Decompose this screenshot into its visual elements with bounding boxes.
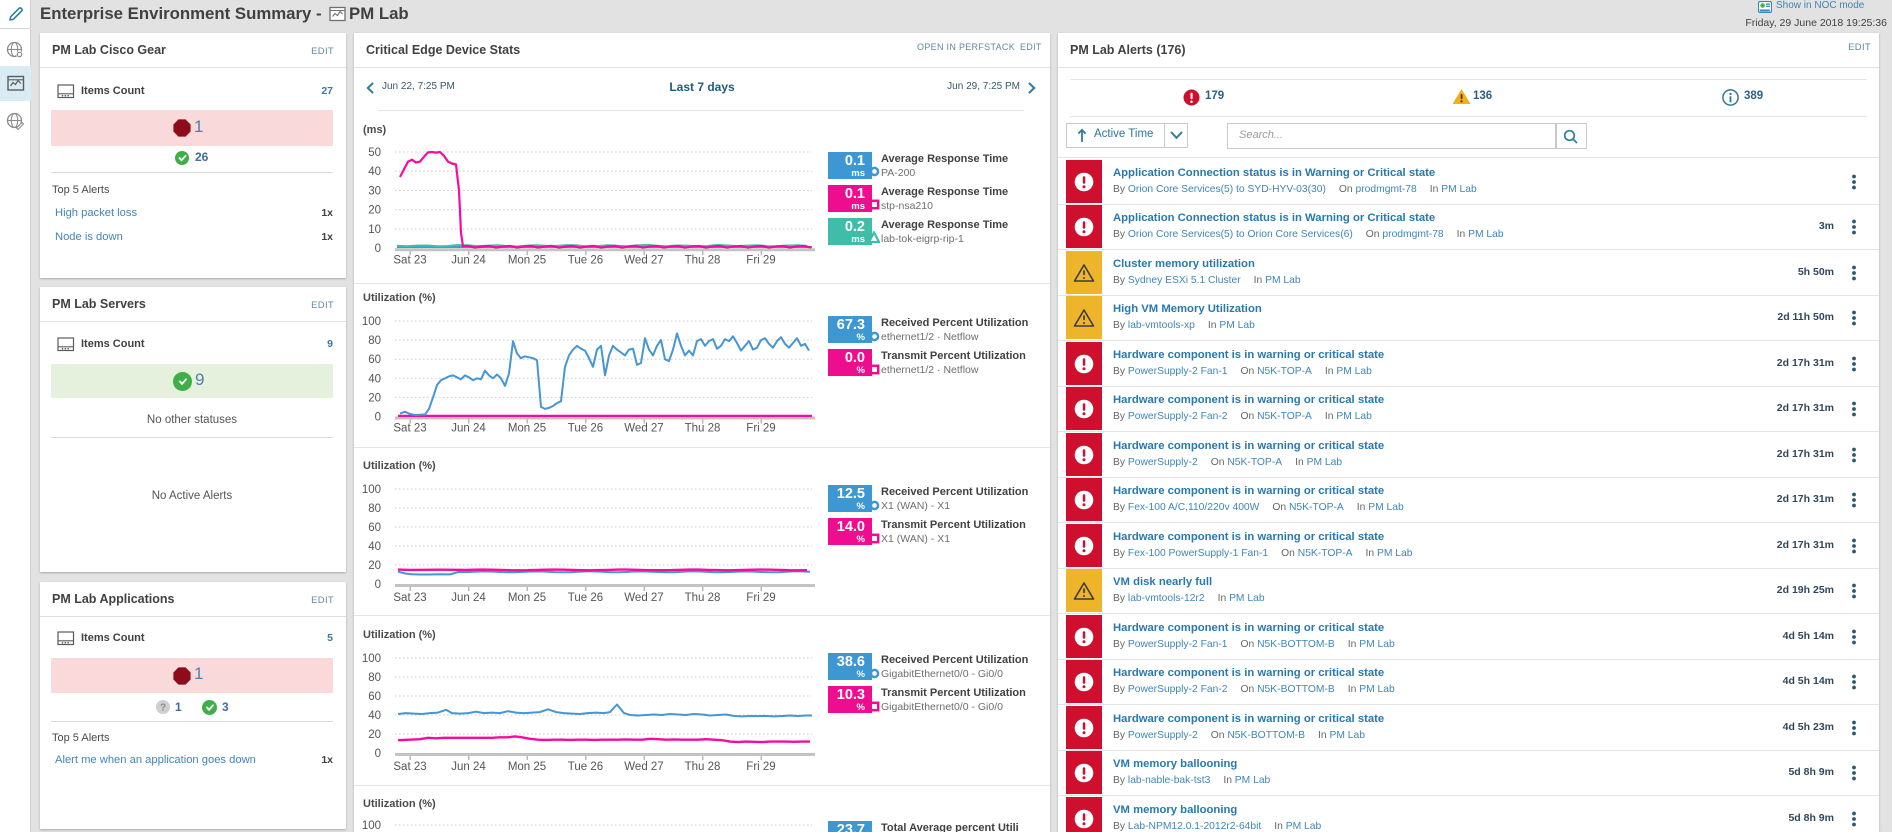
svg-text:60: 60 bbox=[368, 691, 381, 703]
svg-text:?: ? bbox=[159, 703, 165, 714]
svg-text:Wed 27: Wed 27 bbox=[624, 423, 663, 435]
svg-text:Thu 28: Thu 28 bbox=[685, 592, 721, 604]
svg-text:10: 10 bbox=[368, 224, 381, 236]
svg-text:40: 40 bbox=[368, 166, 381, 178]
svg-text:100: 100 bbox=[362, 820, 381, 832]
svg-text:100: 100 bbox=[362, 653, 381, 665]
svg-text:Wed 27: Wed 27 bbox=[624, 761, 663, 773]
svg-text:50: 50 bbox=[368, 147, 381, 159]
svg-text:Mon 25: Mon 25 bbox=[508, 761, 546, 773]
svg-text:60: 60 bbox=[368, 522, 381, 534]
svg-text:Thu 28: Thu 28 bbox=[685, 255, 721, 267]
svg-text:40: 40 bbox=[368, 710, 381, 722]
svg-text:Fri 29: Fri 29 bbox=[746, 592, 775, 604]
svg-text:0: 0 bbox=[375, 748, 381, 760]
svg-text:40: 40 bbox=[368, 373, 381, 385]
svg-text:Sat 23: Sat 23 bbox=[393, 423, 426, 435]
svg-text:60: 60 bbox=[368, 354, 381, 366]
svg-text:20: 20 bbox=[368, 205, 381, 217]
svg-text:0: 0 bbox=[375, 243, 381, 255]
svg-text:Sat 23: Sat 23 bbox=[393, 592, 426, 604]
svg-text:20: 20 bbox=[368, 560, 381, 572]
svg-text:100: 100 bbox=[362, 484, 381, 496]
svg-text:80: 80 bbox=[368, 672, 381, 684]
svg-text:80: 80 bbox=[368, 503, 381, 515]
svg-text:Fri 29: Fri 29 bbox=[746, 423, 775, 435]
svg-text:Mon 25: Mon 25 bbox=[508, 592, 546, 604]
svg-text:Thu 28: Thu 28 bbox=[685, 423, 721, 435]
svg-text:Fri 29: Fri 29 bbox=[746, 761, 775, 773]
svg-text:20: 20 bbox=[368, 729, 381, 741]
svg-text:40: 40 bbox=[368, 541, 381, 553]
svg-text:0: 0 bbox=[375, 412, 381, 424]
svg-text:Jun 24: Jun 24 bbox=[451, 423, 486, 435]
svg-text:Sat 23: Sat 23 bbox=[393, 761, 426, 773]
svg-text:Tue 26: Tue 26 bbox=[568, 423, 603, 435]
svg-text:Wed 27: Wed 27 bbox=[624, 255, 663, 267]
svg-text:30: 30 bbox=[368, 186, 381, 198]
svg-text:Fri 29: Fri 29 bbox=[746, 255, 775, 267]
svg-text:0: 0 bbox=[375, 579, 381, 591]
svg-text:Mon 25: Mon 25 bbox=[508, 255, 546, 267]
svg-text:Jun 24: Jun 24 bbox=[451, 761, 486, 773]
svg-text:Tue 26: Tue 26 bbox=[568, 255, 603, 267]
svg-text:Mon 25: Mon 25 bbox=[508, 423, 546, 435]
svg-text:Jun 24: Jun 24 bbox=[451, 255, 486, 267]
svg-text:Tue 26: Tue 26 bbox=[568, 761, 603, 773]
svg-text:Jun 24: Jun 24 bbox=[451, 592, 486, 604]
svg-text:80: 80 bbox=[368, 335, 381, 347]
svg-text:Sat 23: Sat 23 bbox=[393, 255, 426, 267]
svg-text:Thu 28: Thu 28 bbox=[685, 761, 721, 773]
svg-text:100: 100 bbox=[362, 316, 381, 328]
svg-text:Tue 26: Tue 26 bbox=[568, 592, 603, 604]
svg-text:20: 20 bbox=[368, 392, 381, 404]
svg-text:Wed 27: Wed 27 bbox=[624, 592, 663, 604]
